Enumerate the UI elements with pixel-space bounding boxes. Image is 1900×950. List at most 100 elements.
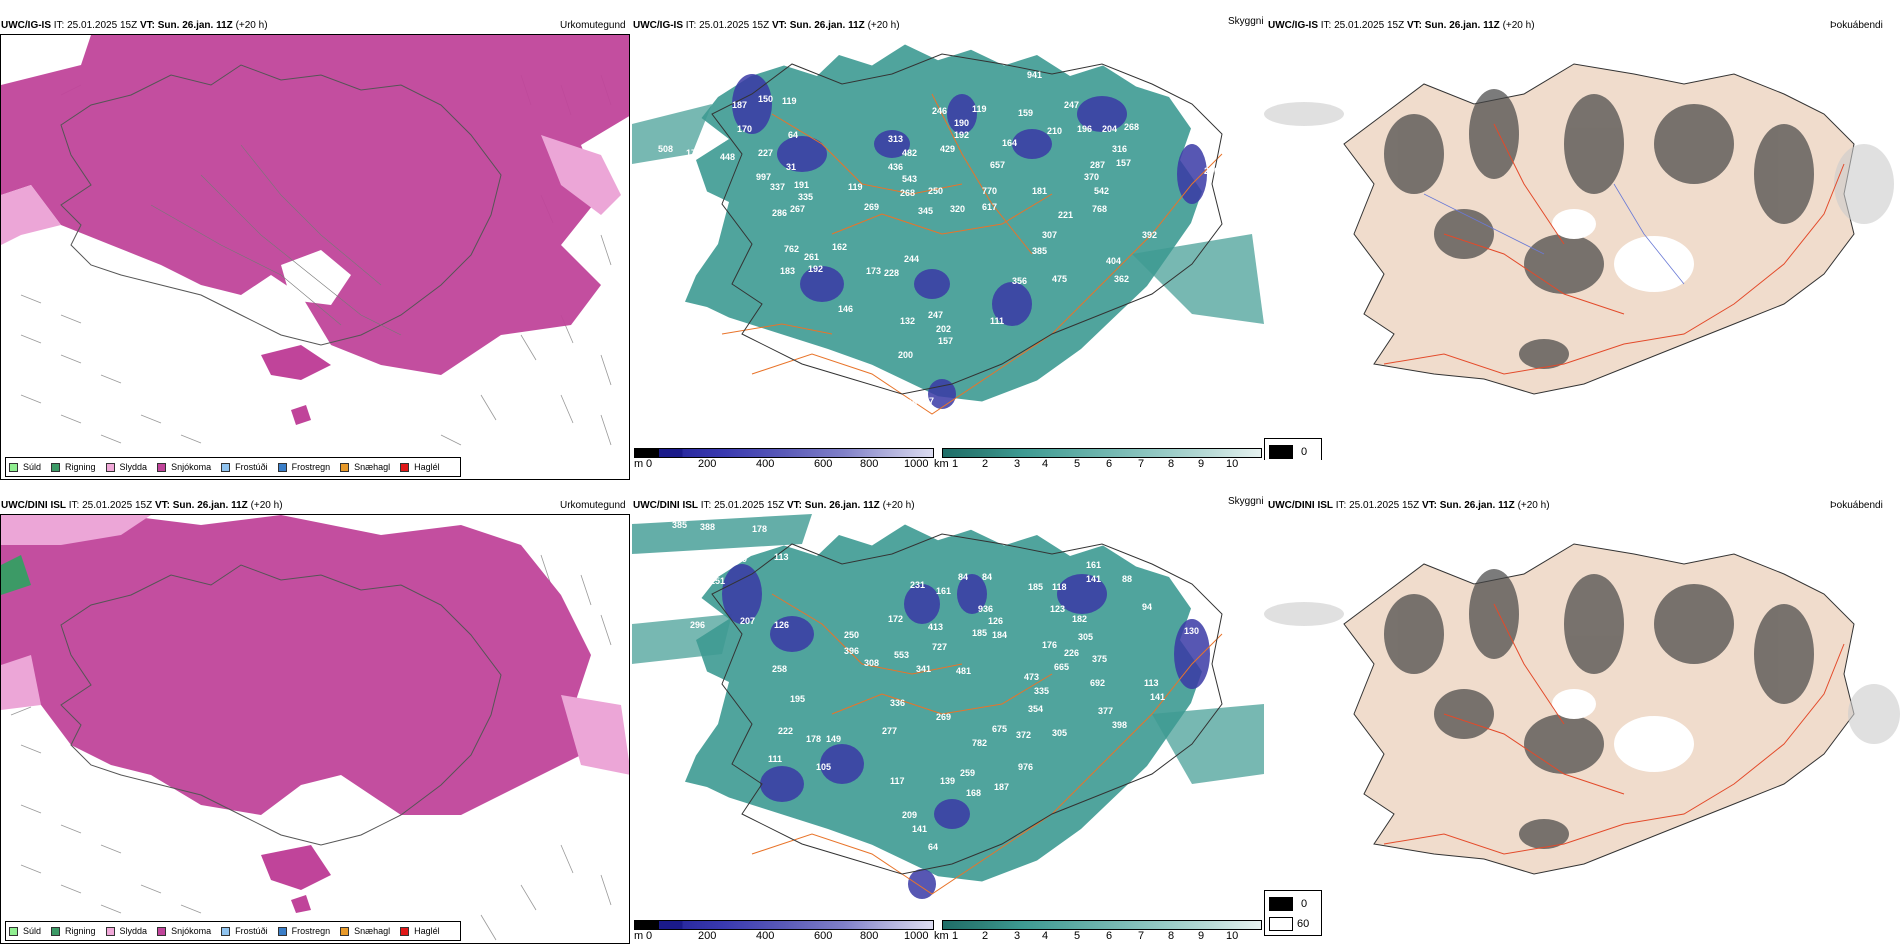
vis-value: 161 bbox=[936, 586, 951, 596]
row2-height-bar: m 0 200 400 600 800 1000 bbox=[634, 920, 934, 942]
vis-value: 117 bbox=[890, 776, 905, 786]
row2-fog-title: Þokuábendi bbox=[1830, 500, 1883, 511]
vis-value: 176 bbox=[1042, 640, 1057, 650]
vis-value: 286 bbox=[772, 208, 787, 218]
vis-value: 261 bbox=[804, 252, 819, 262]
vis-value: 617 bbox=[982, 202, 997, 212]
row2-fog-map bbox=[1264, 543, 1900, 875]
vis-value: 159 bbox=[1018, 108, 1033, 118]
vis-value: 146 bbox=[838, 304, 853, 314]
vis-value: 84 bbox=[958, 572, 968, 582]
vis-value: 448 bbox=[720, 152, 735, 162]
legend-item: Súld bbox=[9, 926, 41, 936]
row2-precip-title: Úrkomutegund bbox=[560, 500, 626, 511]
row1-precip-map: Súld Rigning Slydda Snjókoma Frostúði Fr… bbox=[0, 34, 630, 480]
bar-tick: 3 bbox=[1014, 458, 1021, 470]
vis-value: 388 bbox=[700, 522, 715, 532]
vis-value: 150 bbox=[758, 94, 773, 104]
vis-value: 204 bbox=[1102, 124, 1117, 134]
vis-value: 227 bbox=[758, 148, 773, 158]
bar-tick: 600 bbox=[814, 458, 833, 470]
vis-value: 941 bbox=[1027, 70, 1042, 80]
vis-value: 375 bbox=[1092, 654, 1107, 664]
vis-value: 210 bbox=[1047, 126, 1062, 136]
bar-tick: 400 bbox=[756, 930, 775, 942]
vis-value: 542 bbox=[1094, 186, 1109, 196]
snow-area bbox=[1, 35, 629, 375]
vis-value: 157 bbox=[1116, 158, 1131, 168]
vis-value: 168 bbox=[966, 788, 981, 798]
vis-value: 177 bbox=[686, 148, 701, 158]
fog-legend-max: 60 bbox=[1297, 918, 1310, 930]
vis-value: 290 bbox=[1204, 166, 1219, 176]
vis-value: 305 bbox=[1078, 632, 1093, 642]
vis-value: 222 bbox=[778, 726, 793, 736]
vis-value: 64 bbox=[788, 130, 798, 140]
vis-value: 268 bbox=[900, 188, 915, 198]
vis-value: 308 bbox=[864, 658, 879, 668]
vis-value: 287 bbox=[1090, 160, 1105, 170]
bar-tick: 400 bbox=[756, 458, 775, 470]
vis-value: 341 bbox=[916, 664, 931, 674]
vis-value: 997 bbox=[756, 172, 771, 182]
vis-value: 250 bbox=[928, 186, 943, 196]
vis-value: 336 bbox=[890, 698, 905, 708]
vis-value: 57 bbox=[924, 396, 934, 406]
vis-value: 165 bbox=[702, 560, 717, 570]
vis-value: 385 bbox=[672, 520, 687, 530]
vis-value: 641 bbox=[666, 606, 681, 616]
row2-fog-header: UWC/DINI ISL IT: 25.01.2025 15Z VT: Sun.… bbox=[1268, 500, 1550, 511]
vis-value: 262 bbox=[710, 134, 725, 144]
vis-value: 768 bbox=[1092, 204, 1107, 214]
vis-value: 296 bbox=[690, 620, 705, 630]
row1-fog-panel: UWC/IG-IS IT: 25.01.2025 15Z VT: Sun. 26… bbox=[1264, 20, 1900, 460]
bar-tick: 1000 bbox=[904, 458, 929, 470]
bar-tick: 9 bbox=[1198, 458, 1205, 470]
legend-item: Frostúði bbox=[221, 926, 268, 936]
vis-value: 976 bbox=[1018, 762, 1033, 772]
vis-value: 231 bbox=[910, 580, 925, 590]
vis-value: 170 bbox=[737, 124, 752, 134]
row1-visibility-bar: km 1 2 3 4 5 6 7 8 9 10 bbox=[934, 448, 1262, 470]
vis-value: 244 bbox=[904, 254, 919, 264]
bar-tick: 5 bbox=[1074, 458, 1081, 470]
vis-value: 192 bbox=[808, 264, 823, 274]
vis-value: 413 bbox=[928, 622, 943, 632]
vis-value: 181 bbox=[1032, 186, 1047, 196]
vis-value: 162 bbox=[832, 242, 847, 252]
bar-tick: 800 bbox=[860, 458, 879, 470]
vis-value: 119 bbox=[782, 96, 797, 106]
legend-item: Slydda bbox=[105, 926, 147, 936]
row1-precip-title: Úrkomutegund bbox=[560, 20, 626, 31]
vis-value: 126 bbox=[988, 616, 1003, 626]
vis-value: 191 bbox=[794, 180, 809, 190]
fog-legend-min: 0 bbox=[1301, 446, 1308, 458]
row2-visibility-map: 385 388 178 139 113 960 165 161 141 88 1… bbox=[632, 514, 1264, 899]
vis-value: 221 bbox=[1058, 210, 1073, 220]
vis-value: 675 bbox=[992, 724, 1007, 734]
vis-value: 354 bbox=[1028, 704, 1043, 714]
vis-value: 335 bbox=[798, 192, 813, 202]
vis-value: 277 bbox=[882, 726, 897, 736]
vis-value: 141 bbox=[1150, 692, 1165, 702]
vis-value: 657 bbox=[990, 160, 1005, 170]
row1-precip-legend: Súld Rigning Slydda Snjókoma Frostúði Fr… bbox=[5, 457, 461, 477]
row2-precip-svg bbox=[1, 515, 629, 943]
vis-value: 111 bbox=[990, 316, 1004, 326]
vis-value: 141 bbox=[1086, 574, 1101, 584]
sleet-area bbox=[1, 185, 61, 245]
vis-value: 473 bbox=[1024, 672, 1039, 682]
vis-value: 139 bbox=[732, 554, 747, 564]
vis-value: 228 bbox=[884, 268, 899, 278]
legend-item: Snæhagl bbox=[340, 926, 390, 936]
bar-tick: 200 bbox=[698, 458, 717, 470]
row2-precip-legend: Súld Rigning Slydda Snjókoma Frostúði Fr… bbox=[5, 921, 461, 941]
vis-value: 149 bbox=[826, 734, 841, 744]
vis-value: 259 bbox=[960, 768, 975, 778]
row1-fog-legend: 0 60 bbox=[1264, 438, 1322, 460]
bar-unit: km bbox=[934, 930, 949, 942]
vis-value: 392 bbox=[1142, 230, 1157, 240]
vis-value: 770 bbox=[982, 186, 997, 196]
vis-value: 313 bbox=[888, 134, 903, 144]
vis-value: 157 bbox=[938, 336, 953, 346]
